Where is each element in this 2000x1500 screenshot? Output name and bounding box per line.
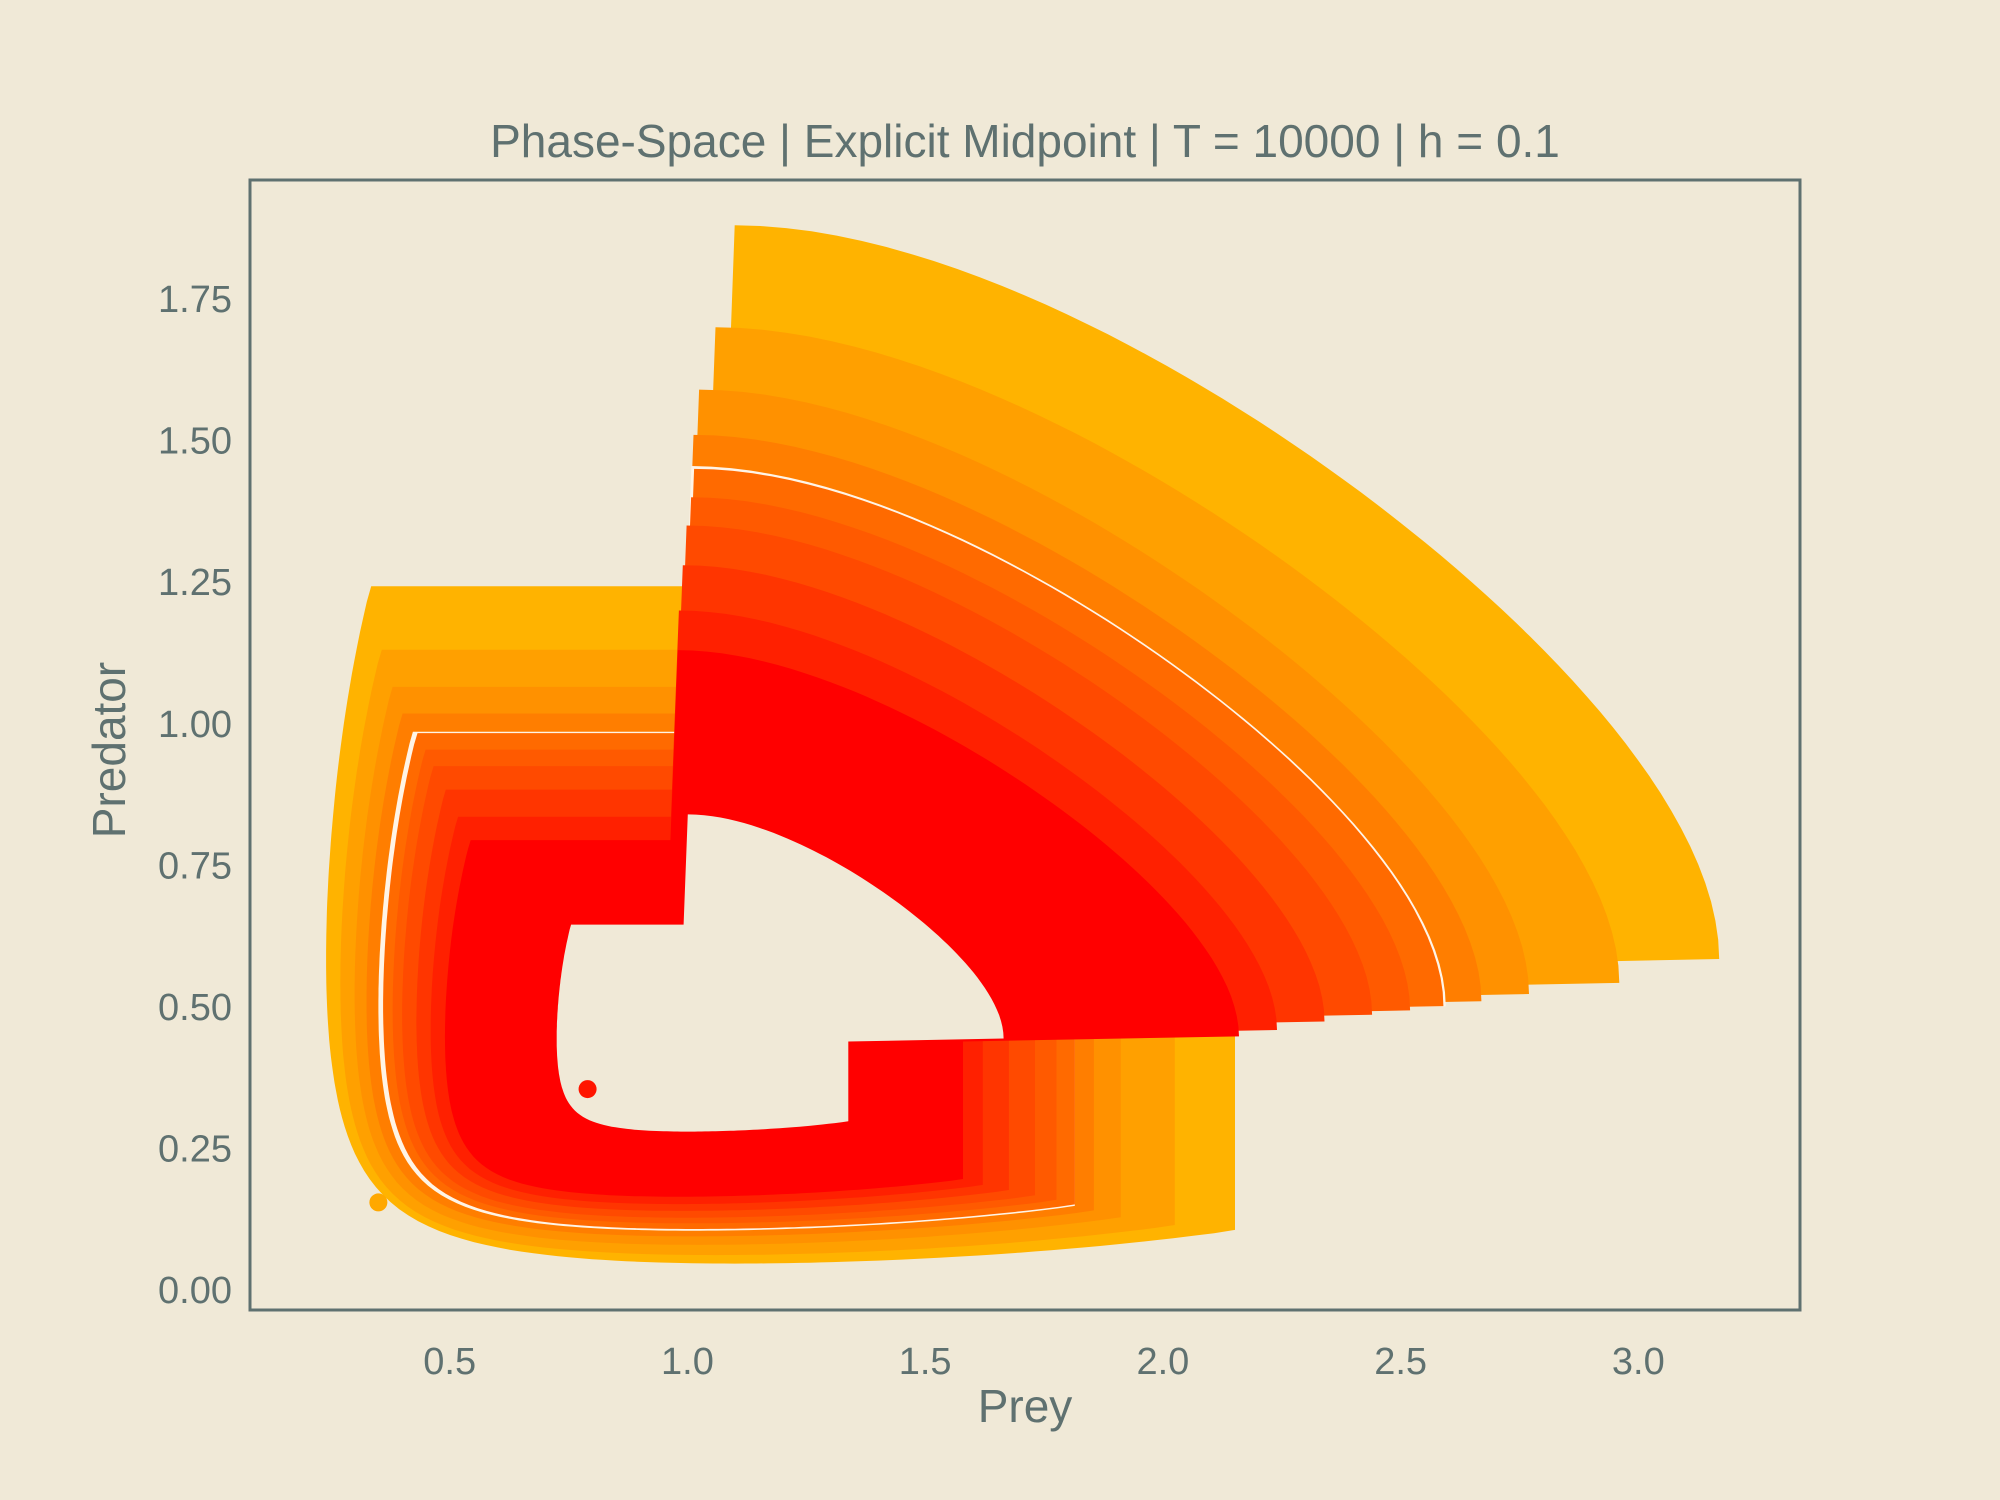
chart-title: Phase-Space | Explicit Midpoint | T = 10…: [490, 115, 1560, 167]
plot-frame: [248, 178, 1802, 1312]
x-tick-label: 2.0: [1136, 1341, 1189, 1383]
y-tick-label: 1.50: [158, 421, 232, 463]
y-tick-label: 0.25: [158, 1129, 232, 1171]
y-tick-label: 1.00: [158, 704, 232, 746]
x-axis-label: Prey: [978, 1380, 1073, 1432]
x-tick-label: 0.5: [423, 1341, 476, 1383]
orbit-layer: [326, 225, 1720, 1264]
y-tick-label: 0.75: [158, 845, 232, 887]
x-tick-label: 1.5: [899, 1341, 952, 1383]
y-axis-label: Predator: [83, 662, 135, 838]
x-tick-label: 2.5: [1374, 1341, 1427, 1383]
y-tick-label: 0.50: [158, 987, 232, 1029]
marker-layer: [369, 1080, 597, 1212]
y-axis-ticks: 0.00 0.25 0.50 0.75 1.00 1.25 1.50 1.75: [158, 279, 232, 1312]
x-axis-ticks: 0.5 1.0 1.5 2.0 2.5 3.0: [423, 1341, 1664, 1383]
y-tick-label: 1.75: [158, 279, 232, 321]
x-tick-label: 3.0: [1612, 1341, 1665, 1383]
trajectory-marker-1: [369, 1193, 388, 1212]
y-tick-label: 1.25: [158, 562, 232, 604]
x-tick-label: 1.0: [661, 1341, 714, 1383]
orbit-band-12: [556, 814, 1004, 1132]
trajectory-marker-2: [578, 1080, 597, 1099]
y-tick-label: 0.00: [158, 1270, 232, 1312]
